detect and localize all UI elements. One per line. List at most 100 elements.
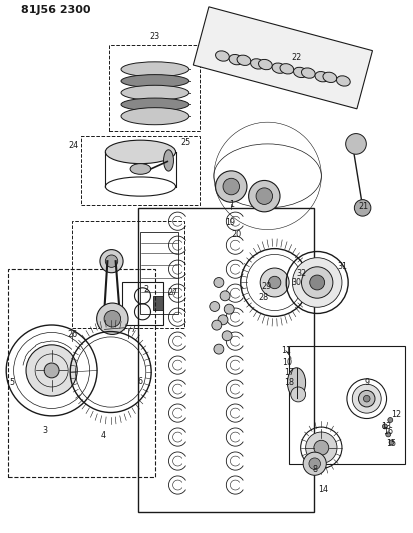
Circle shape <box>389 440 394 445</box>
Text: 19: 19 <box>225 219 235 227</box>
Text: 31: 31 <box>338 262 348 271</box>
Text: 15: 15 <box>387 440 396 448</box>
Text: 23: 23 <box>150 32 160 41</box>
Circle shape <box>100 249 123 273</box>
Text: 25: 25 <box>180 139 190 147</box>
Circle shape <box>310 275 325 290</box>
Circle shape <box>386 432 391 437</box>
Text: 26: 26 <box>67 330 77 339</box>
Text: 24: 24 <box>69 141 78 150</box>
Text: 13: 13 <box>381 422 391 431</box>
Bar <box>122 282 163 325</box>
Bar <box>72 221 184 328</box>
Text: 17: 17 <box>284 368 294 376</box>
Ellipse shape <box>259 59 272 70</box>
Text: 9: 9 <box>364 378 369 387</box>
Circle shape <box>314 440 329 455</box>
Text: 8: 8 <box>312 465 317 473</box>
Ellipse shape <box>323 72 337 83</box>
Circle shape <box>218 315 228 325</box>
Text: 14: 14 <box>318 485 328 494</box>
Ellipse shape <box>105 140 176 164</box>
Circle shape <box>382 424 387 429</box>
Ellipse shape <box>121 75 189 87</box>
Text: 7: 7 <box>131 325 136 334</box>
Ellipse shape <box>229 54 243 65</box>
Ellipse shape <box>164 150 173 171</box>
Text: 3: 3 <box>42 426 47 435</box>
Ellipse shape <box>294 67 307 78</box>
Bar <box>138 208 314 512</box>
Text: 28: 28 <box>258 293 268 302</box>
Ellipse shape <box>216 51 229 61</box>
Circle shape <box>352 384 381 413</box>
Circle shape <box>309 458 320 470</box>
Circle shape <box>214 344 224 354</box>
Bar <box>81 136 200 205</box>
Ellipse shape <box>301 68 315 78</box>
Text: 5: 5 <box>9 378 14 387</box>
Circle shape <box>26 345 77 396</box>
Ellipse shape <box>280 63 294 74</box>
Text: 29: 29 <box>261 282 271 291</box>
Text: 81J56 2300: 81J56 2300 <box>21 5 90 14</box>
Circle shape <box>249 181 280 212</box>
Circle shape <box>306 432 337 463</box>
Ellipse shape <box>130 164 151 174</box>
Circle shape <box>260 268 289 297</box>
Circle shape <box>216 171 247 202</box>
Circle shape <box>256 188 273 204</box>
Circle shape <box>223 179 240 195</box>
Circle shape <box>301 267 333 298</box>
Circle shape <box>44 363 59 378</box>
Circle shape <box>363 395 370 402</box>
Ellipse shape <box>121 85 189 100</box>
Circle shape <box>220 291 230 301</box>
Circle shape <box>212 320 222 330</box>
Text: 22: 22 <box>292 53 301 62</box>
Bar <box>109 45 200 131</box>
Circle shape <box>97 303 128 334</box>
Ellipse shape <box>287 368 306 398</box>
Text: 16: 16 <box>383 427 393 436</box>
Ellipse shape <box>121 108 189 125</box>
Text: 6: 6 <box>138 377 143 385</box>
Circle shape <box>358 391 375 407</box>
Circle shape <box>268 276 281 289</box>
Circle shape <box>104 311 121 327</box>
Text: 10: 10 <box>282 358 292 367</box>
Ellipse shape <box>251 59 264 69</box>
Bar <box>153 296 163 310</box>
Text: 32: 32 <box>297 269 306 278</box>
Circle shape <box>292 258 342 307</box>
Bar <box>193 7 373 109</box>
Text: 20: 20 <box>232 230 242 239</box>
Text: 30: 30 <box>292 278 301 287</box>
Ellipse shape <box>272 63 286 74</box>
Text: 2: 2 <box>143 285 148 294</box>
Circle shape <box>224 304 234 314</box>
Ellipse shape <box>291 387 306 402</box>
Circle shape <box>222 331 232 341</box>
Ellipse shape <box>121 62 189 77</box>
Ellipse shape <box>337 76 350 86</box>
Text: 1: 1 <box>229 200 234 208</box>
Text: 18: 18 <box>284 378 294 387</box>
Circle shape <box>354 200 371 216</box>
Text: 12: 12 <box>392 410 401 419</box>
Circle shape <box>105 255 118 268</box>
Circle shape <box>214 278 224 287</box>
Bar <box>8 269 155 477</box>
Circle shape <box>346 134 366 154</box>
Text: 21: 21 <box>358 203 368 211</box>
Circle shape <box>388 417 393 423</box>
Text: 4: 4 <box>101 432 106 440</box>
Bar <box>140 232 178 314</box>
Ellipse shape <box>237 55 251 66</box>
Text: 27: 27 <box>168 288 178 296</box>
Ellipse shape <box>121 98 189 111</box>
Bar <box>289 346 405 464</box>
Circle shape <box>303 452 326 475</box>
Circle shape <box>210 302 220 311</box>
Text: 11: 11 <box>281 346 291 355</box>
